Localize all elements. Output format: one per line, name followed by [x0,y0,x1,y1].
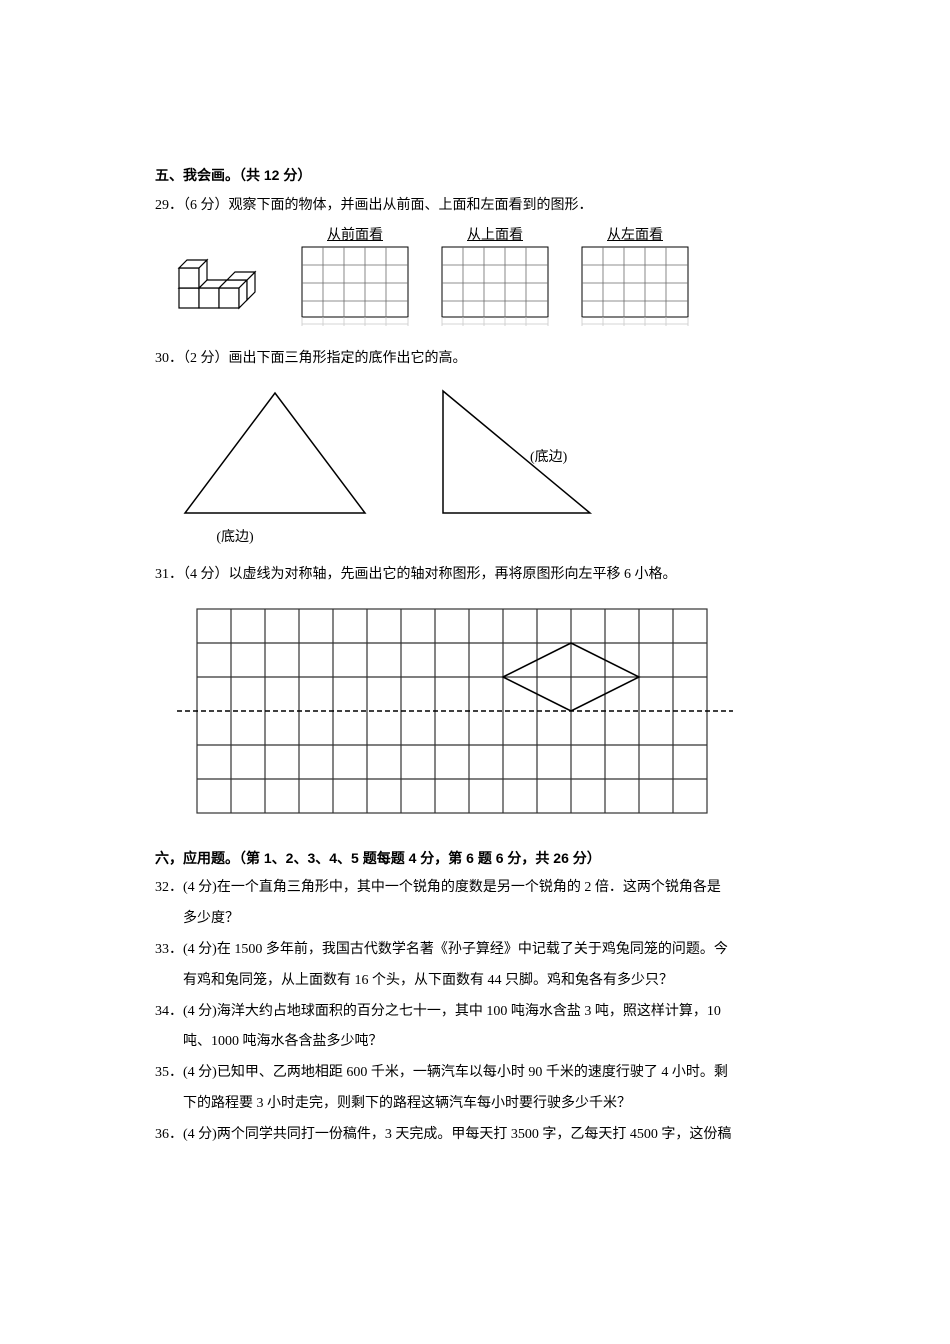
page-content: 五、我会画。（共 12 分） 29．（6 分）观察下面的物体，并画出从前面、上面… [0,0,950,1211]
q30-text: 30．（2 分）画出下面三角形指定的底作出它的高。 [155,344,795,375]
q34-line1: 34．(4 分)海洋大约占地球面积的百分之七十一，其中 100 吨海水含盐 3 … [155,997,795,1028]
q36-line1: 36．(4 分)两个同学共同打一份稿件，3 天完成。甲每天打 3500 字，乙每… [155,1120,795,1151]
cube-svg [173,254,269,314]
q29-cube-solid [173,226,269,314]
grid-front-svg [301,246,409,326]
q32-line1: 32．(4 分)在一个直角三角形中，其中一个锐角的度数是另一个锐角的 2 倍．这… [155,873,795,904]
q31-text: 31．（4 分）以虚线为对称轴，先画出它的轴对称图形，再将原图形向左平移 6 小… [155,560,795,591]
grid-left-svg [581,246,689,326]
grid-left-caption: 从左面看 [581,226,689,246]
triangle-1-label: (底边) [85,523,385,554]
q31-grid-wrap [175,603,795,823]
q35-line2: 下的路程要 3 小时走完，则剩下的路程这辆汽车每小时要行驶多少千米？ [155,1089,795,1120]
q35-line1: 35．(4 分)已知甲、乙两地相距 600 千米，一辆汽车以每小时 90 千米的… [155,1058,795,1089]
grid-front-caption: 从前面看 [301,226,409,246]
q33-line1: 33．(4 分)在 1500 多年前，我国古代数学名著《孙子算经》中记载了关于鸡… [155,935,795,966]
section-6-title: 六，应用题。（第 1、2、3、4、5 题每题 4 分，第 6 题 6 分，共 2… [155,843,795,874]
q32-line2: 多少度？ [155,904,795,935]
q34-line2: 吨、1000 吨海水各含盐多少吨？ [155,1027,795,1058]
q29-grid-front: 从前面看 [301,226,409,327]
triangle-1: (底边) [165,383,385,554]
q29-grid-left: 从左面看 [581,226,689,327]
q33-line2: 有鸡和兔同笼，从上面数有 16 个头，从下面数有 44 只脚。鸡和兔各有多少只？ [155,966,795,997]
q29-text: 29．（6 分）观察下面的物体，并画出从前面、上面和左面看到的图形． [155,191,795,222]
grid-top-caption: 从上面看 [441,226,549,246]
triangle-2-label: (底边) [530,443,567,474]
q29-figures: 从前面看 [173,226,795,327]
q30-figures: (底边) (底边) [165,383,795,554]
q31-grid-svg [175,603,735,823]
grid-top-svg [441,246,549,326]
q29-grid-top: 从上面看 [441,226,549,327]
triangle-2: (底边) [425,383,615,523]
section-5-title: 五、我会画。（共 12 分） [155,160,795,191]
